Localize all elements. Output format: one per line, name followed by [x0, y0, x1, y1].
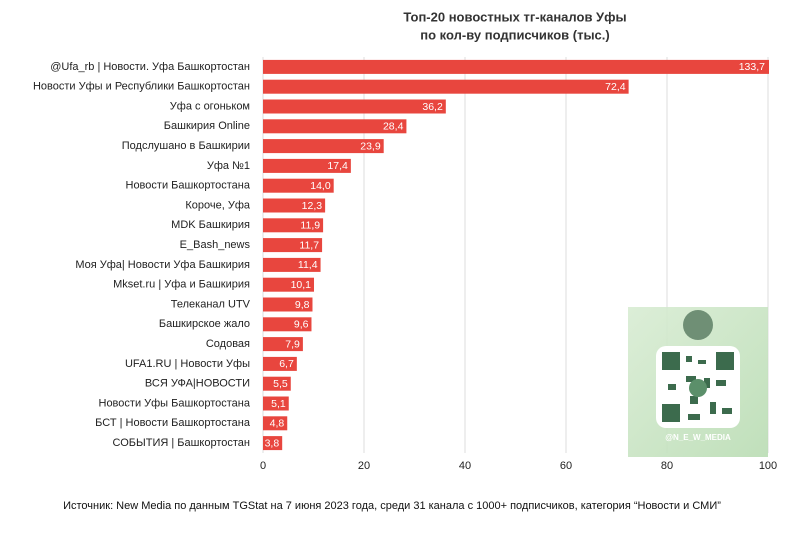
value-label: 23,9 [360, 140, 381, 152]
watermark-text: @N_E_W_MEDIA [665, 433, 731, 442]
category-label: Новости Уфы Башкортостана [99, 397, 251, 409]
category-label: UFA1.RU | Новости Уфы [125, 358, 250, 370]
category-label: E_Bash_news [180, 239, 251, 251]
bars [263, 59, 769, 451]
category-label: @Ufa_rb | Новости. Уфа Башкортостан [50, 61, 250, 73]
category-label: Mkset.ru | Уфа и Башкирия [113, 279, 250, 291]
value-label: 10,1 [291, 279, 312, 291]
category-label: Короче, Уфа [185, 199, 251, 211]
category-label: Уфа №1 [207, 160, 250, 172]
bar [263, 178, 334, 193]
value-label: 4,8 [270, 418, 285, 430]
value-label: 3,8 [265, 437, 280, 449]
bar [263, 79, 629, 94]
x-tick-label: 80 [661, 460, 673, 472]
value-label: 9,6 [294, 319, 309, 331]
x-tick-label: 0 [260, 460, 266, 472]
chart-title: по кол-ву подписчиков (тыс.) [420, 27, 609, 42]
bar [263, 337, 303, 352]
category-label: Телеканал UTV [171, 298, 251, 310]
value-label: 72,4 [605, 81, 626, 93]
bar [263, 396, 289, 411]
bar [263, 198, 326, 213]
value-label: 6,7 [279, 358, 294, 370]
value-label: 11,9 [300, 220, 320, 232]
value-label: 5,1 [271, 398, 286, 410]
value-label: 36,2 [422, 101, 443, 113]
bar [263, 59, 769, 74]
watermark: @N_E_W_MEDIA [628, 307, 768, 457]
bar [263, 99, 446, 114]
value-label: 14,0 [310, 180, 331, 192]
value-label: 7,9 [285, 338, 300, 350]
bar [263, 297, 313, 312]
watermark-logo [683, 310, 713, 340]
x-tick-label: 60 [560, 460, 572, 472]
bar [263, 238, 323, 253]
value-label: 28,4 [383, 121, 404, 133]
category-label: ВСЯ УФА|НОВОСТИ [145, 378, 250, 390]
qr-code [662, 352, 734, 422]
bar [263, 317, 312, 332]
qr-center-icon [689, 379, 707, 397]
category-label: Новости Башкортостана [126, 180, 251, 192]
category-label: Башкирское жало [159, 318, 250, 330]
bar [263, 416, 288, 431]
bar [263, 158, 351, 173]
category-label: Подслушано в Башкирии [122, 140, 250, 152]
bar [263, 218, 324, 233]
value-label: 133,7 [739, 61, 765, 73]
bar [263, 376, 291, 391]
category-label: БСТ | Новости Башкортостана [95, 417, 251, 429]
x-tick-label: 20 [358, 460, 370, 472]
value-label: 12,3 [302, 200, 323, 212]
category-label: Новости Уфы и Республики Башкортостан [33, 81, 250, 93]
x-tick-label: 100 [759, 460, 777, 472]
value-label: 9,8 [295, 299, 310, 311]
value-label: 5,5 [273, 378, 288, 390]
category-label: Содовая [206, 338, 250, 350]
bar [263, 277, 315, 292]
category-label: Башкирия Online [164, 120, 250, 132]
x-tick-label: 40 [459, 460, 471, 472]
source-note: Источник: New Media по данным TGStat на … [63, 500, 721, 512]
bar [263, 139, 384, 154]
value-label: 11,4 [298, 259, 318, 271]
value-label: 11,7 [299, 239, 319, 251]
bar [263, 257, 321, 272]
bar [263, 119, 407, 134]
bar [263, 436, 283, 451]
category-label: MDK Башкирия [171, 219, 250, 231]
bar [263, 356, 297, 371]
value-label: 17,4 [327, 160, 348, 172]
category-label: СОБЫТИЯ | Башкортостан [113, 437, 250, 449]
category-label: Уфа с огоньком [170, 100, 250, 112]
category-label: Моя Уфа| Новости Уфа Башкирия [75, 259, 250, 271]
chart-title: Топ-20 новостных тг-каналов Уфы [403, 9, 626, 24]
